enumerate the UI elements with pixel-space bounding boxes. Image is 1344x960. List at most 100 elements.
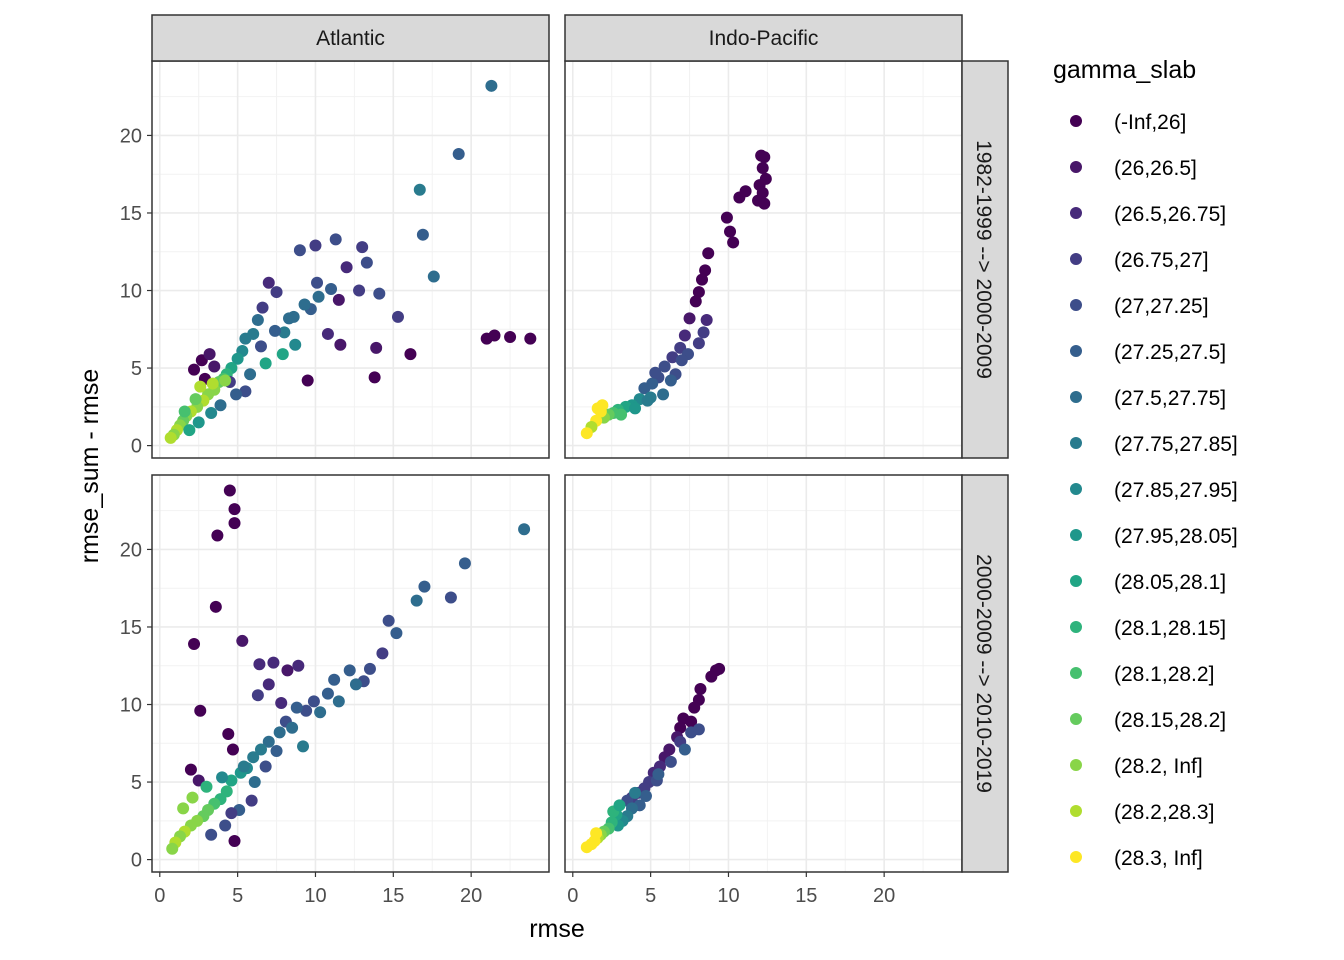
y-tick-label: 10 xyxy=(120,695,142,717)
strip-row-1-label: 1982-1999 --> 2000-2009 xyxy=(972,140,995,379)
data-point xyxy=(638,382,651,395)
data-point xyxy=(267,656,280,669)
data-point xyxy=(629,786,642,799)
data-point xyxy=(262,276,275,289)
data-point xyxy=(524,332,537,345)
legend-label: (28.2,28.3] xyxy=(1114,801,1214,824)
data-point xyxy=(328,673,341,686)
data-point xyxy=(657,388,670,401)
data-point xyxy=(262,735,275,748)
data-point xyxy=(458,557,471,570)
data-point xyxy=(699,264,712,277)
data-point xyxy=(641,394,654,407)
data-point xyxy=(312,290,325,303)
legend-key xyxy=(1070,161,1082,173)
data-point xyxy=(685,715,698,728)
data-point xyxy=(382,614,395,627)
data-point xyxy=(329,233,342,246)
data-point xyxy=(194,380,207,393)
data-point xyxy=(332,293,345,306)
legend-label: (28.1,28.2] xyxy=(1114,663,1214,686)
x-tick-label: 15 xyxy=(382,885,404,907)
strip-row-2-label: 2000-2009 --> 2010-2019 xyxy=(972,554,995,793)
data-point xyxy=(254,340,267,353)
legend-label: (28.1,28.15] xyxy=(1114,617,1226,640)
data-point xyxy=(739,185,752,198)
data-point xyxy=(580,841,593,854)
data-point xyxy=(678,329,691,342)
data-point xyxy=(223,484,236,497)
data-point xyxy=(370,341,383,354)
data-point xyxy=(756,162,769,175)
legend-item: (27,27.25] xyxy=(1070,295,1209,318)
data-point xyxy=(300,704,313,717)
data-point xyxy=(356,241,369,254)
data-point xyxy=(228,517,241,530)
data-point xyxy=(200,780,213,793)
data-point xyxy=(231,352,244,365)
data-point xyxy=(166,842,179,855)
data-point xyxy=(219,819,232,832)
legend-label: (28.05,28.1] xyxy=(1114,571,1226,594)
data-point xyxy=(664,755,677,768)
data-point xyxy=(678,743,691,756)
data-point xyxy=(205,828,218,841)
data-point xyxy=(697,326,710,339)
data-point xyxy=(666,351,679,364)
legend-item: (28.1,28.15] xyxy=(1070,617,1226,640)
data-point xyxy=(273,726,286,739)
data-point xyxy=(488,329,501,342)
data-point xyxy=(664,374,677,387)
data-point xyxy=(228,834,241,847)
data-point xyxy=(184,763,197,776)
data-point xyxy=(298,298,311,311)
legend-item: (28.2,28.3] xyxy=(1070,801,1214,824)
y-tick-label: 0 xyxy=(131,436,142,458)
data-point xyxy=(289,338,302,351)
data-point xyxy=(230,388,243,401)
data-point xyxy=(283,312,296,325)
data-point xyxy=(700,313,713,326)
data-point xyxy=(188,638,201,651)
data-point xyxy=(208,360,221,373)
legend-label: (-Inf,26] xyxy=(1114,111,1186,134)
data-point xyxy=(349,678,362,691)
data-point xyxy=(203,348,216,361)
data-point xyxy=(360,256,373,269)
data-point xyxy=(228,503,241,516)
data-point xyxy=(253,658,266,671)
legend-key xyxy=(1070,667,1082,679)
legend-key xyxy=(1070,115,1082,127)
data-point xyxy=(270,745,283,758)
data-point xyxy=(314,706,327,719)
legend-item: (27.85,27.95] xyxy=(1070,479,1238,502)
data-point xyxy=(590,827,603,840)
data-point xyxy=(404,348,417,361)
x-tick-label: 5 xyxy=(645,885,656,907)
legend-key xyxy=(1070,253,1082,265)
panel-background xyxy=(565,61,962,458)
data-point xyxy=(275,696,288,709)
data-point xyxy=(222,727,235,740)
y-tick-label: 10 xyxy=(120,281,142,303)
data-point xyxy=(189,393,202,406)
data-point xyxy=(248,776,261,789)
y-axis-title: rmse_sum - rmse xyxy=(76,369,104,563)
legend-key xyxy=(1070,345,1082,357)
legend-key xyxy=(1070,575,1082,587)
data-point xyxy=(343,664,356,677)
y-tick-label: 0 xyxy=(131,850,142,872)
legend-label: (27.5,27.75] xyxy=(1114,387,1226,410)
y-tick-label: 5 xyxy=(131,772,142,794)
data-point xyxy=(675,354,688,367)
data-point xyxy=(705,670,718,683)
data-point xyxy=(485,79,498,92)
strip-atlantic: Atlantic xyxy=(151,14,550,62)
data-point xyxy=(259,760,272,773)
data-point xyxy=(256,301,269,314)
legend-label: (27.85,27.95] xyxy=(1114,479,1238,502)
y-tick-label: 20 xyxy=(120,125,142,147)
data-point xyxy=(353,284,366,297)
data-point xyxy=(245,794,258,807)
data-point xyxy=(368,371,381,384)
